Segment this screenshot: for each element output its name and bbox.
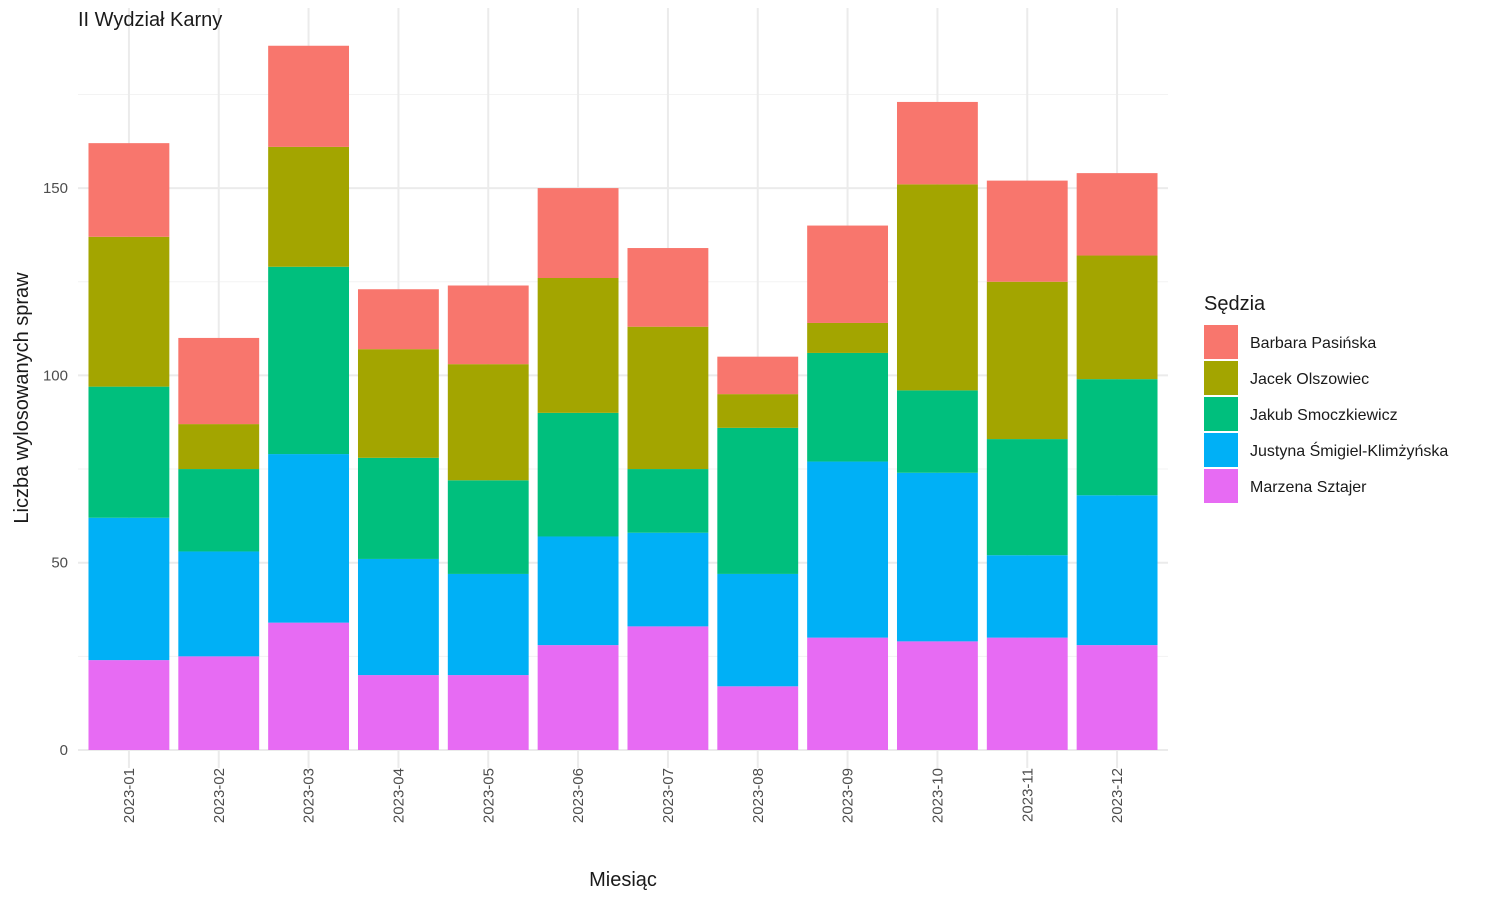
- y-axis-ticks: 0 50 100 150: [43, 180, 68, 759]
- bar-segment: [357, 349, 439, 458]
- bar-segment: [717, 356, 799, 395]
- y-axis-title: Liczba wylosowanych spraw: [11, 272, 33, 524]
- legend-title: Sędzia: [1204, 293, 1266, 315]
- y-tick-label: 0: [60, 742, 68, 759]
- bar-segment: [88, 517, 170, 661]
- x-tick-label: 2023-11: [1019, 768, 1036, 822]
- bar-segment: [896, 472, 978, 642]
- legend-key: [1204, 433, 1238, 467]
- bar-segment: [178, 656, 260, 750]
- bar-segment: [537, 645, 619, 750]
- x-tick-label: 2023-03: [301, 768, 318, 823]
- bar-segment: [178, 424, 260, 470]
- bar-segment: [807, 461, 889, 638]
- bar-segment: [447, 675, 529, 750]
- chart-title: II Wydział Karny: [78, 9, 222, 31]
- x-tick-label: 2023-05: [480, 768, 497, 823]
- bar-segment: [627, 326, 709, 470]
- bar-segment: [357, 675, 439, 750]
- bar-segment: [537, 536, 619, 646]
- bar-segment: [1076, 255, 1158, 380]
- bar-segment: [88, 143, 170, 237]
- bar-segment: [1076, 379, 1158, 496]
- bar-segment: [717, 573, 799, 687]
- bar-segment: [178, 469, 260, 552]
- bar-segment: [627, 469, 709, 533]
- bar-segment: [627, 532, 709, 627]
- x-tick-label: 2023-06: [570, 768, 587, 823]
- bar-segment: [986, 555, 1068, 638]
- bar-segment: [357, 558, 439, 676]
- bar-segment: [537, 412, 619, 537]
- bar-segment: [447, 285, 529, 365]
- bar-segment: [88, 236, 170, 387]
- bar-segment: [807, 637, 889, 750]
- legend-label: Justyna Śmigiel-Klimżyńska: [1250, 441, 1448, 460]
- bar-segment: [537, 188, 619, 278]
- bar-segment: [268, 45, 350, 147]
- bar-segment: [717, 686, 799, 750]
- legend-label: Barbara Pasińska: [1250, 335, 1376, 352]
- bar-segment: [1076, 495, 1158, 646]
- x-tick-label: 2023-04: [390, 768, 407, 823]
- x-tick-label: 2023-02: [211, 768, 228, 823]
- bar-segment: [986, 637, 1068, 750]
- bar-segment: [717, 394, 799, 428]
- bar-segment: [357, 457, 439, 559]
- x-tick-label: 2023-07: [660, 768, 677, 823]
- bar-segment: [717, 427, 799, 574]
- bar-segment: [807, 225, 889, 323]
- bar-segment: [268, 146, 350, 267]
- bar-segment: [896, 390, 978, 473]
- bar-segment: [88, 660, 170, 750]
- bar-segment: [896, 184, 978, 391]
- bar-segment: [178, 337, 260, 425]
- x-tick-label: 2023-10: [929, 768, 946, 823]
- y-tick-label: 150: [43, 180, 68, 197]
- bar-segment: [357, 289, 439, 350]
- x-tick-label: 2023-09: [840, 768, 857, 823]
- legend-key: [1204, 361, 1238, 395]
- bar-segment: [447, 480, 529, 574]
- bar-segment: [627, 248, 709, 327]
- legend-key: [1204, 325, 1238, 359]
- bar-segment: [268, 454, 350, 623]
- bar-segment: [896, 641, 978, 750]
- x-tick-label: 2023-01: [121, 768, 138, 823]
- bar-segment: [986, 180, 1068, 282]
- bar-segment: [447, 573, 529, 676]
- legend-label: Jacek Olszowiec: [1250, 371, 1369, 388]
- bar-segment: [268, 622, 350, 750]
- bar-segment: [1076, 645, 1158, 750]
- bar-segment: [986, 281, 1068, 440]
- x-axis-ticks: 2023-01 2023-02 2023-03 2023-04 2023-05 2023-…: [121, 768, 1126, 823]
- legend: Sędzia Barbara Pasińska Jacek Olszowiec Ja…: [1204, 293, 1448, 503]
- x-tick-label: 2023-08: [750, 768, 767, 823]
- bar-segment: [807, 352, 889, 462]
- bar-segment: [807, 322, 889, 353]
- legend-label: Jakub Smoczkiewicz: [1250, 407, 1398, 424]
- bar-segment: [627, 626, 709, 750]
- bar-segment: [268, 266, 350, 455]
- legend-key: [1204, 397, 1238, 431]
- legend-label: Marzena Sztajer: [1250, 479, 1367, 496]
- bar-segment: [88, 386, 170, 518]
- bar-segment: [447, 364, 529, 481]
- x-axis-title: Miesiąc: [589, 869, 657, 891]
- bar-segment: [986, 439, 1068, 556]
- y-tick-label: 50: [51, 555, 68, 572]
- bar-segment: [178, 551, 260, 657]
- bar-segment: [896, 101, 978, 185]
- legend-key: [1204, 469, 1238, 503]
- x-tick-label: 2023-12: [1109, 768, 1126, 823]
- bar-segment: [1076, 173, 1158, 256]
- bars: [88, 45, 1158, 750]
- bar-segment: [537, 278, 619, 413]
- y-tick-label: 100: [43, 367, 68, 384]
